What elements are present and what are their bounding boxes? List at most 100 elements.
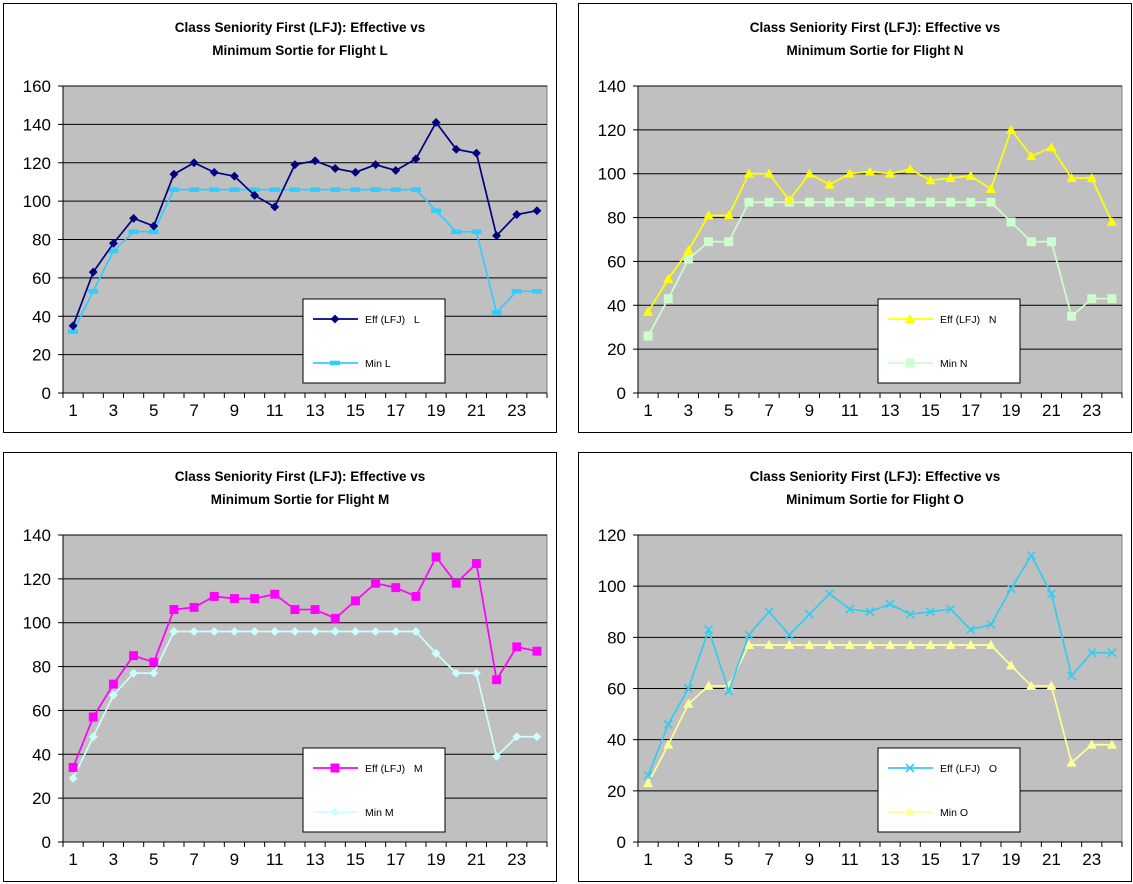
- data-point: [824, 639, 835, 649]
- data-point: [864, 639, 876, 649]
- data-point: [663, 719, 673, 729]
- y-tick-label: 20: [607, 782, 626, 801]
- data-point: [825, 197, 835, 207]
- y-tick-label: 100: [598, 577, 626, 596]
- y-tick-label: 100: [23, 614, 51, 633]
- chart-title-line-1: Class Seniority First (LFJ): Effective v…: [750, 469, 1001, 484]
- x-tick-label: 3: [684, 401, 693, 420]
- data-point: [985, 639, 997, 649]
- x-tick-label: 21: [1042, 850, 1061, 869]
- data-point: [663, 294, 673, 304]
- x-tick-label: 15: [346, 401, 365, 420]
- series-minimum: [68, 626, 542, 783]
- y-tick-label: 80: [32, 658, 51, 677]
- data-point: [350, 596, 360, 606]
- x-tick-label: 23: [507, 401, 526, 420]
- data-point: [108, 248, 119, 254]
- data-point: [743, 639, 755, 649]
- data-point: [1086, 739, 1097, 749]
- data-point: [169, 626, 179, 637]
- y-tick-label: 120: [598, 526, 626, 545]
- data-point: [945, 639, 956, 649]
- data-point: [411, 591, 421, 601]
- y-tick-label: 0: [617, 833, 626, 852]
- legend-box: [302, 298, 446, 384]
- data-point: [1006, 217, 1016, 227]
- x-tick-label: 21: [467, 850, 486, 869]
- y-tick-label: 80: [32, 231, 51, 250]
- x-tick-label: 3: [109, 850, 118, 869]
- x-tick-label: 23: [1082, 850, 1101, 869]
- data-point: [108, 690, 118, 700]
- data-point: [290, 626, 300, 637]
- data-point: [1086, 172, 1097, 183]
- chart-title-line-2: Minimum Sortie for Flight O: [786, 492, 964, 507]
- data-point: [330, 163, 340, 174]
- x-tick-label: 19: [1002, 401, 1021, 420]
- y-tick-label: 20: [32, 346, 51, 365]
- y-tick-label: 40: [32, 307, 51, 326]
- data-point: [88, 289, 99, 294]
- data-point: [905, 164, 916, 174]
- x-tick-label: 15: [921, 401, 940, 420]
- data-point: [189, 158, 199, 168]
- chart-flight-o: Class Seniority First (LFJ): Effective v…: [578, 452, 1132, 882]
- data-point: [68, 321, 78, 331]
- data-point: [290, 160, 300, 170]
- y-tick-label: 120: [23, 154, 51, 173]
- data-point: [965, 170, 976, 180]
- data-point: [825, 589, 835, 599]
- data-point: [884, 639, 896, 649]
- y-tick-label: 100: [598, 165, 626, 184]
- y-tick-label: 0: [42, 833, 51, 852]
- x-tick-label: 23: [1082, 401, 1101, 420]
- data-point: [250, 594, 260, 604]
- data-point: [966, 197, 976, 207]
- chart-flight-l: Class Seniority First (LFJ): Effective v…: [3, 3, 557, 433]
- data-point: [885, 599, 895, 609]
- data-point: [209, 591, 219, 601]
- x-tick-label: 11: [266, 401, 284, 420]
- x-tick-label: 21: [1042, 401, 1061, 420]
- data-point: [763, 639, 775, 649]
- data-point: [330, 613, 340, 623]
- data-point: [532, 646, 542, 656]
- data-point: [411, 626, 421, 637]
- data-point: [683, 683, 693, 694]
- data-point: [310, 156, 320, 166]
- data-point: [88, 267, 98, 277]
- data-point: [471, 229, 482, 235]
- data-point: [492, 751, 502, 762]
- data-point: [209, 626, 219, 637]
- legend: Eff (LFJ) N Min N: [877, 298, 1021, 384]
- data-point: [1046, 680, 1057, 690]
- data-point: [1107, 294, 1117, 304]
- data-point: [683, 698, 694, 708]
- y-tick-label: 60: [607, 680, 626, 699]
- data-point: [350, 626, 360, 637]
- data-point: [865, 197, 875, 207]
- x-tick-label: 11: [266, 850, 284, 869]
- data-point: [431, 117, 441, 128]
- data-point: [431, 208, 442, 214]
- data-point: [723, 210, 734, 220]
- data-point: [784, 194, 795, 204]
- legend-box: [877, 298, 1021, 384]
- series-effective: [68, 552, 542, 772]
- data-point: [531, 289, 542, 294]
- data-point: [88, 712, 98, 722]
- data-point: [451, 668, 461, 678]
- x-tick-label: 5: [724, 401, 733, 420]
- data-point: [169, 169, 179, 179]
- chart-panel-flight-m: Class Seniority First (LFJ): Effective v…: [3, 452, 557, 882]
- x-tick-label: 17: [961, 401, 980, 420]
- data-point: [411, 154, 421, 164]
- data-point: [229, 594, 239, 604]
- data-point: [1067, 671, 1077, 681]
- y-tick-label: 40: [32, 745, 51, 764]
- data-point: [371, 626, 381, 637]
- data-point: [471, 668, 481, 678]
- y-tick-label: 140: [598, 77, 626, 96]
- data-point: [431, 648, 441, 658]
- data-point: [512, 732, 522, 742]
